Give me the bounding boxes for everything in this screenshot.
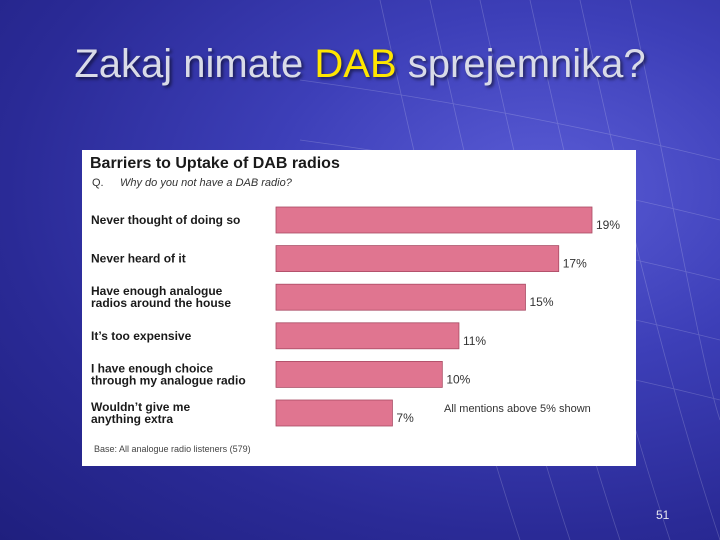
category-label: Wouldn’t give me anything extra [91,400,190,426]
bar [275,206,593,234]
category-label-line: radios around the house [91,296,231,310]
category-label: Never thought of doing so [91,213,240,227]
bar [275,245,560,272]
bar-chart: Barriers to Uptake of DAB radios Q. Why … [90,155,620,454]
category-label-line: through my analogue radio [91,373,246,387]
category-label-line: I have enough choice [91,361,213,375]
slide-title-before: Zakaj nimate [74,42,315,86]
chart-panel: Barriers to Uptake of DAB radios Q. Why … [82,150,636,466]
bar [275,322,460,350]
question-text: Why do you not have a DAB radio? [120,177,293,189]
category-label-line: anything extra [91,412,173,426]
category-label: Have enough analogue radios around the ho… [91,284,231,310]
chart-title: Barriers to Uptake of DAB radios [90,155,340,172]
value-label: 19% [596,218,620,232]
slide-title-highlight: DAB [314,42,397,86]
value-label: 17% [563,257,587,271]
annotation-text: All mentions above 5% shown [444,403,591,415]
slide-title: Zakaj nimate DAB sprejemnika? [0,42,720,87]
category-label: Never heard of it [91,252,186,266]
value-label: 7% [396,411,414,425]
bar [275,399,393,427]
bar [275,283,526,311]
category-label-line: Have enough analogue [91,284,223,298]
base-note: Base: All analogue radio listeners (579) [94,444,251,454]
bar [275,360,443,388]
question-label: Q. [92,177,104,189]
value-label: 15% [529,295,553,309]
value-label: 10% [446,372,470,386]
category-label: I have enough choice through my analogue … [91,361,246,387]
category-label-line: It’s too expensive [91,329,192,343]
category-label-line: Never heard of it [91,252,186,266]
category-label-line: Never thought of doing so [91,213,240,227]
value-label: 11% [463,334,486,348]
category-label-line: Wouldn’t give me [91,400,190,414]
page-number: 51 [656,508,670,522]
slide-title-after: sprejemnika? [396,42,646,86]
category-label: It’s too expensive [91,329,192,343]
